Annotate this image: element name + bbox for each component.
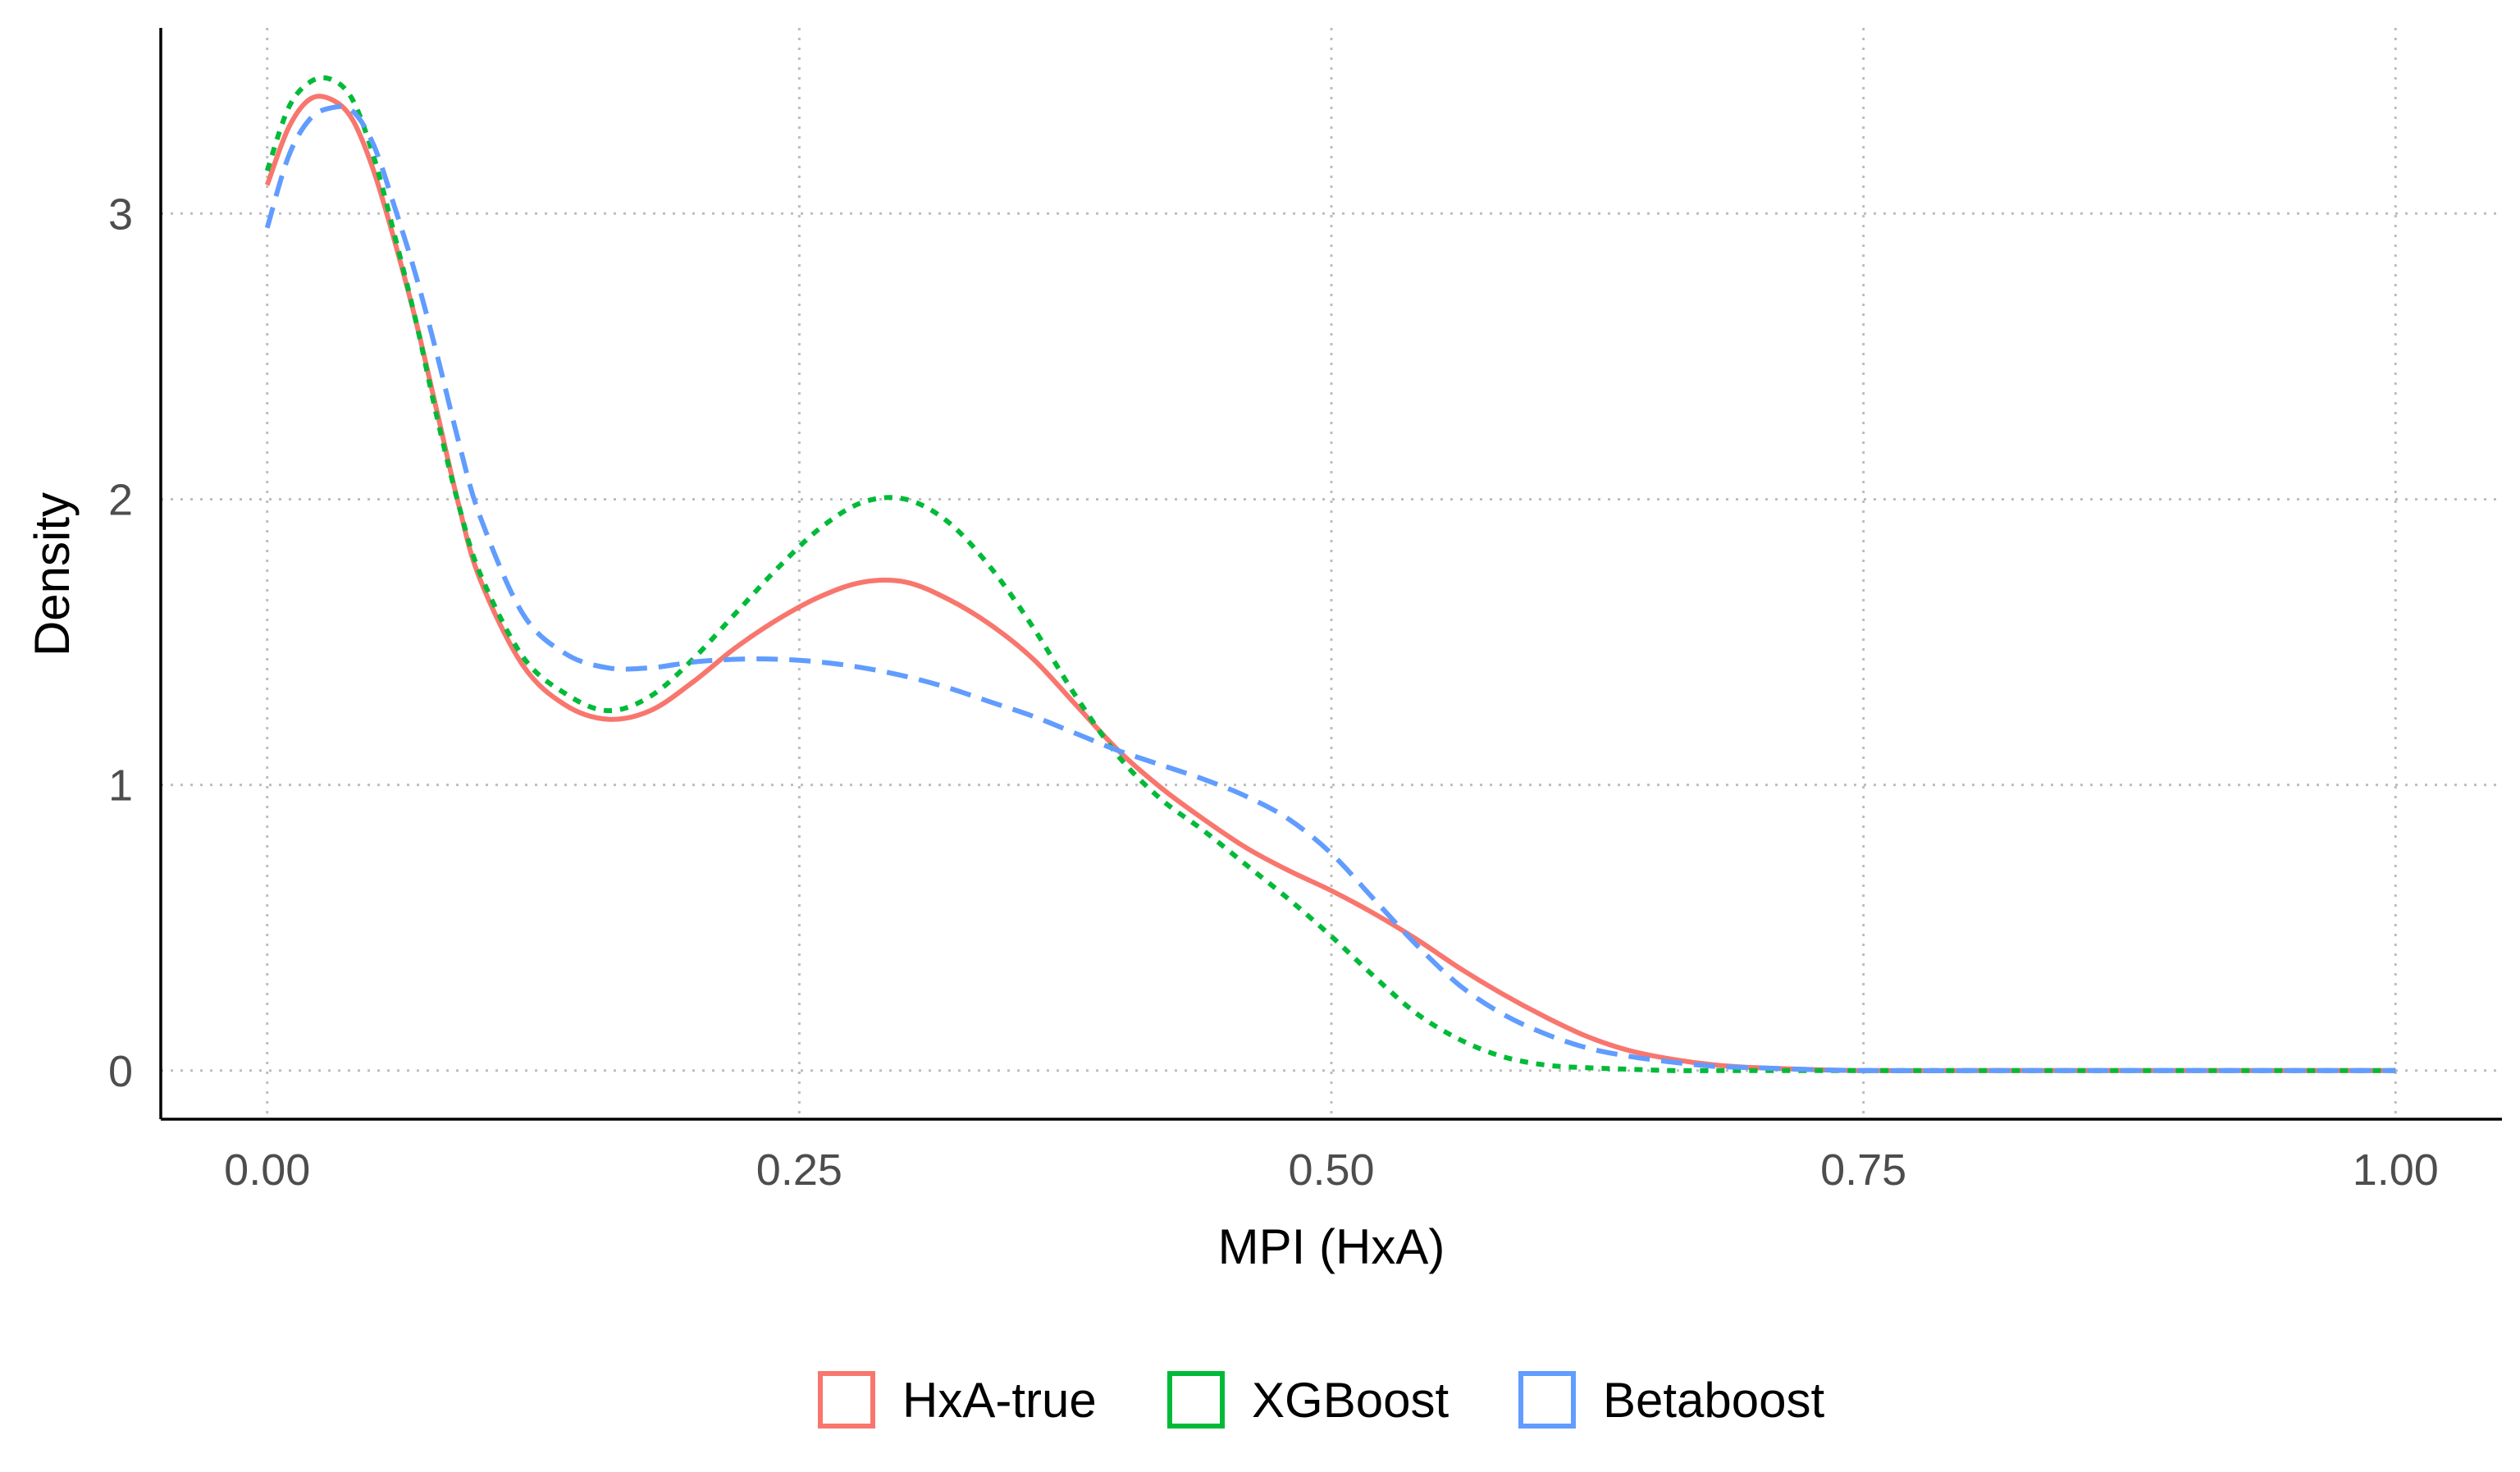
legend-label-betaboost: Betaboost xyxy=(1603,1373,1825,1428)
x-tick-label: 0.50 xyxy=(1288,1145,1374,1195)
x-tick-label: 0.25 xyxy=(756,1145,842,1195)
grid-lines xyxy=(161,28,2502,1119)
x-axis-title: MPI (HxA) xyxy=(1218,1219,1445,1274)
series-line-betaboost xyxy=(264,103,2396,1073)
series-line-xgboost xyxy=(264,75,2396,1073)
x-tick-label: 0.00 xyxy=(224,1145,310,1195)
y-tick-label: 3 xyxy=(108,190,133,239)
density-curves xyxy=(264,75,2396,1073)
x-tick-labels: 0.00 0.25 0.50 0.75 1.00 xyxy=(224,1145,2439,1195)
y-axis-title: Density xyxy=(25,492,80,656)
legend-key-xgboost xyxy=(1167,1371,1225,1429)
legend-key-hxa-true xyxy=(818,1371,875,1429)
axes xyxy=(159,28,2502,1121)
x-tick-label: 0.75 xyxy=(1820,1145,1906,1195)
x-tick-label: 1.00 xyxy=(2353,1145,2439,1195)
y-tick-label: 0 xyxy=(108,1047,133,1096)
legend-key-betaboost xyxy=(1518,1371,1576,1429)
y-tick-label: 2 xyxy=(108,475,133,524)
legend-label-hxa-true: HxA-true xyxy=(902,1373,1097,1428)
legend: HxA-true XGBoost Betaboost xyxy=(818,1371,1825,1429)
y-tick-label: 1 xyxy=(108,761,133,811)
y-tick-labels: 0 1 2 3 xyxy=(108,190,133,1096)
legend-label-xgboost: XGBoost xyxy=(1252,1373,1449,1428)
